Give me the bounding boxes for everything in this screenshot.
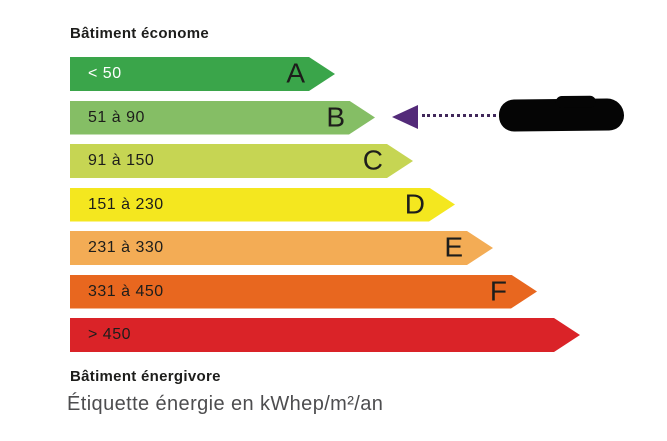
- energy-class-bar-b: 51 à 90 B: [70, 101, 375, 135]
- energy-intensive-building-label: Bâtiment énergivore: [70, 368, 221, 385]
- class-letter: F: [489, 274, 507, 306]
- range-label: 231 à 330: [88, 239, 164, 256]
- energy-class-bar-c: 91 à 150 C: [70, 144, 413, 178]
- energy-class-bar-e: 231 à 330 E: [70, 231, 493, 265]
- class-letter: A: [286, 57, 305, 89]
- economical-building-label: Bâtiment économe: [70, 25, 209, 42]
- range-label: > 450: [88, 326, 131, 343]
- class-letter: E: [444, 231, 463, 263]
- label-caption: Étiquette énergie en kWhep/m²/an: [67, 393, 384, 415]
- range-label: 331 à 450: [88, 282, 164, 300]
- range-label: 91 à 150: [88, 152, 155, 169]
- range-label: < 50: [88, 65, 122, 82]
- energy-scale: < 50 A 51 à 90 B 91 à 150 C 151 à 230 D …: [70, 57, 580, 352]
- energy-class-bar-a: < 50 A: [70, 57, 335, 91]
- energy-class-bar-d: 151 à 230 D: [70, 188, 455, 222]
- marker-dotted-line: [422, 114, 502, 117]
- class-letter: B: [326, 100, 345, 132]
- range-label: 151 à 230: [88, 195, 164, 213]
- range-label: 51 à 90: [88, 108, 145, 126]
- energy-class-bar-f: 331 à 450 F: [70, 275, 537, 309]
- energy-class-bar-g: > 450: [70, 318, 580, 352]
- redacted-value-blob: [498, 98, 625, 132]
- class-letter: D: [404, 187, 425, 219]
- class-letter: C: [362, 144, 383, 176]
- marker-arrow-icon: [392, 105, 418, 129]
